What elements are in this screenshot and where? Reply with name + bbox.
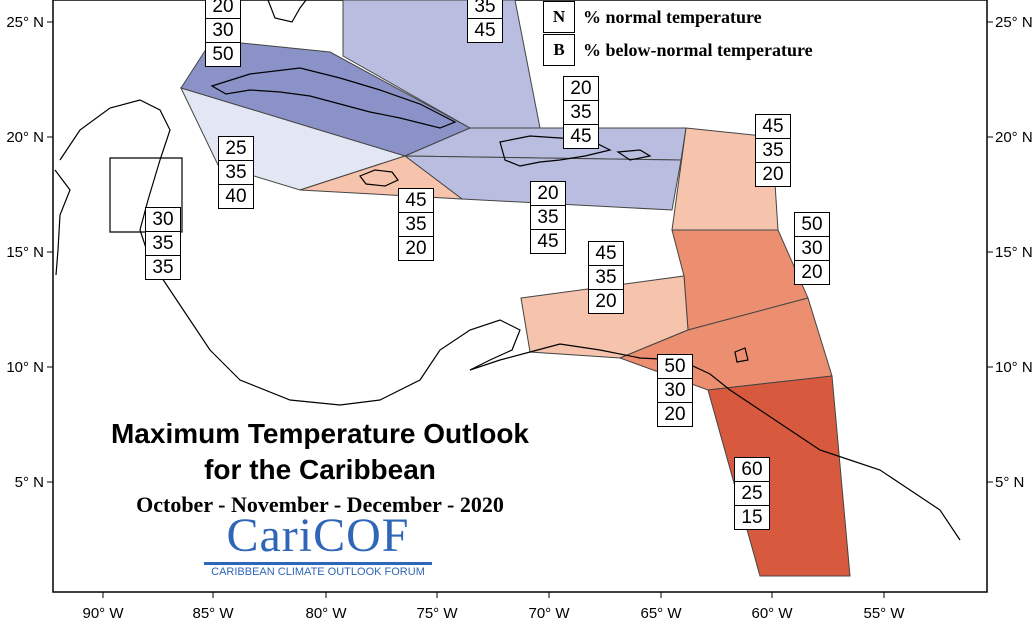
y-tick-label-left: 20° N (6, 129, 44, 146)
prob-value: 20 (405, 238, 427, 259)
prob-value: 25 (219, 137, 253, 161)
prob-value: 30 (795, 237, 829, 261)
prob-value: 35 (146, 232, 180, 256)
prob-value: 35 (564, 101, 598, 125)
florida-coast (267, 0, 307, 23)
x-tick-label: 85° W (192, 605, 234, 622)
legend-item-below: B % below-normal temperature (543, 34, 813, 66)
map-period: October - November - December - 2020 (136, 492, 504, 517)
logo-subtitle: CARIBBEAN CLIMATE OUTLOOK FORUM (211, 566, 425, 578)
prob-box-hispaniola-north: 20 35 45 (563, 76, 599, 149)
prob-value: 30 (146, 208, 180, 232)
prob-value: 25 (735, 482, 769, 506)
prob-box-guianas: 60 25 15 (734, 457, 770, 530)
prob-value: 45 (399, 189, 433, 213)
trinidad-coast (734, 347, 749, 363)
prob-box-bahamas: 35 45 (467, 0, 503, 43)
puerto-rico-coast (616, 149, 652, 161)
prob-value: 50 (212, 44, 234, 65)
prob-value: 20 (564, 77, 598, 101)
y-tick-label-left: 25° N (6, 14, 44, 31)
prob-box-hispaniola-south: 20 35 45 (530, 181, 566, 254)
prob-value: 35 (399, 213, 433, 237)
prob-value: 45 (474, 20, 496, 41)
prob-box-jamaica: 45 35 20 (398, 188, 434, 261)
prob-value: 40 (225, 186, 247, 207)
prob-value: 45 (537, 231, 559, 252)
x-tick-label: 80° W (305, 605, 347, 622)
zones (180, 0, 851, 577)
prob-value: 20 (531, 182, 565, 206)
y-tick-label-right: 20° N (995, 129, 1033, 146)
map-title-line2: for the Caribbean (204, 454, 436, 485)
legend-label-normal: % normal temperature (583, 6, 762, 27)
prob-box-windward: 50 30 20 (794, 212, 830, 285)
y-axis: 25° N 25° N 20° N 20° N 15° N 15° N 10° N 10° N… (6, 14, 1032, 491)
colombia-venezuela-coast (469, 343, 731, 391)
prob-value: 35 (589, 266, 623, 290)
y-tick-label-right: 10° N (995, 359, 1033, 376)
legend-label-below: % below-normal temperature (583, 39, 813, 60)
prob-value: 35 (531, 206, 565, 230)
prob-value: 20 (762, 164, 784, 185)
logo-rule (204, 562, 432, 565)
legend-key-b: B (543, 34, 575, 66)
logo-name: CariCOF (226, 509, 410, 562)
x-axis: 90° W 85° W 80° W 75° W 70° W 65° W 60° W 55° W (82, 592, 905, 622)
central-america-coast (59, 99, 521, 406)
y-tick-label-right: 15° N (995, 244, 1033, 261)
x-tick-label: 60° W (751, 605, 793, 622)
x-tick-label: 55° W (863, 605, 905, 622)
y-tick-label-left: 15° N (6, 244, 44, 261)
prob-value: 45 (589, 242, 623, 266)
prob-value: 45 (756, 115, 790, 139)
y-tick-label-right: 5° N (995, 474, 1024, 491)
legend-item-normal: N % normal temperature (543, 1, 762, 33)
prob-value: 50 (795, 213, 829, 237)
prob-box-trinidad: 50 30 20 (657, 354, 693, 427)
hispaniola-coast (499, 135, 612, 167)
y-tick-label-left: 10° N (6, 359, 44, 376)
prob-value: 30 (658, 379, 692, 403)
belize-border (109, 157, 183, 233)
map-title-line1: Maximum Temperature Outlook (110, 418, 529, 449)
prob-box-abc: 45 35 20 (588, 241, 624, 314)
prob-value: 20 (664, 404, 686, 425)
y-tick-label-left: 5° N (15, 474, 44, 491)
jamaica-coast (359, 169, 399, 187)
south-america-coast (729, 389, 961, 541)
y-tick-label-right: 25° N (995, 14, 1033, 31)
prob-value: 20 (595, 291, 617, 312)
prob-value: 30 (206, 19, 240, 43)
x-tick-label: 65° W (640, 605, 682, 622)
prob-value: 20 (206, 0, 240, 19)
mexico-coast (54, 169, 71, 276)
prob-value: 35 (468, 0, 502, 19)
coastlines (54, 0, 961, 541)
prob-value: 50 (658, 355, 692, 379)
prob-box-leeward: 45 35 20 (755, 114, 791, 187)
x-tick-label: 70° W (528, 605, 570, 622)
prob-value: 15 (741, 507, 763, 528)
cuba-coast (210, 67, 457, 129)
x-tick-label: 75° W (416, 605, 458, 622)
x-tick-label: 90° W (82, 605, 124, 622)
prob-value: 35 (219, 161, 253, 185)
prob-value: 35 (152, 257, 174, 278)
prob-value: 45 (570, 126, 592, 147)
prob-value: 20 (801, 262, 823, 283)
prob-value: 35 (756, 139, 790, 163)
caricof-logo: CariCOF CARIBBEAN CLIMATE OUTLOOK FORUM (200, 512, 436, 578)
prob-box-cuba: 20 30 50 (205, 0, 241, 67)
prob-value: 60 (735, 458, 769, 482)
prob-box-cayman: 25 35 40 (218, 136, 254, 209)
legend-key-n: N (543, 1, 575, 33)
prob-box-belize: 30 35 35 (145, 207, 181, 280)
